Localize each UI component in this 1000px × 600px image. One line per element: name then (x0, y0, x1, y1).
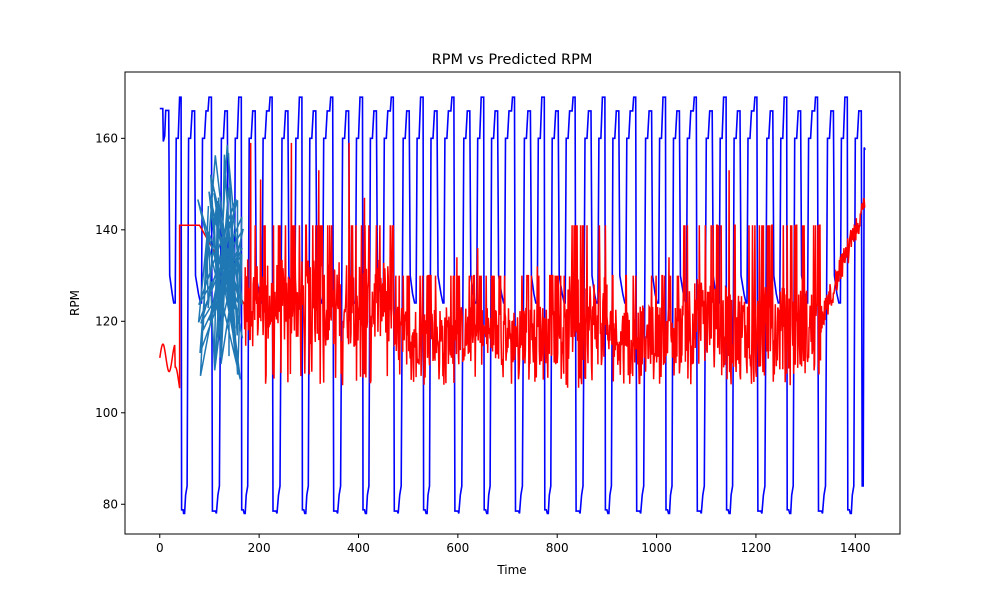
x-tick-label: 1200 (741, 541, 772, 555)
series-line-predicted-rpm (159, 142, 866, 389)
x-tick-label: 1400 (840, 541, 871, 555)
x-axis-label: Time (496, 563, 526, 577)
x-axis: 0 200 400 600 800 1000 1200 1400 (156, 534, 871, 555)
y-axis: 80 100 120 140 160 (95, 131, 125, 511)
y-tick-label: 80 (103, 497, 118, 511)
x-tick-label: 0 (156, 541, 164, 555)
chart-title: RPM vs Predicted RPM (432, 52, 593, 68)
y-tick-label: 100 (95, 406, 118, 420)
y-tick-label: 140 (95, 223, 118, 237)
x-tick-label: 800 (546, 541, 569, 555)
plot-area (124, 71, 901, 535)
x-tick-label: 600 (446, 541, 469, 555)
series-layer (159, 96, 866, 515)
series-line-rpm (159, 96, 866, 515)
x-tick-label: 1000 (641, 541, 672, 555)
y-tick-label: 160 (95, 131, 118, 145)
x-tick-label: 200 (248, 541, 271, 555)
y-tick-label: 120 (95, 314, 118, 328)
y-axis-label: RPM (68, 290, 82, 316)
x-tick-label: 400 (347, 541, 370, 555)
axes-frame (124, 71, 901, 535)
series-line-cluster (197, 144, 244, 380)
